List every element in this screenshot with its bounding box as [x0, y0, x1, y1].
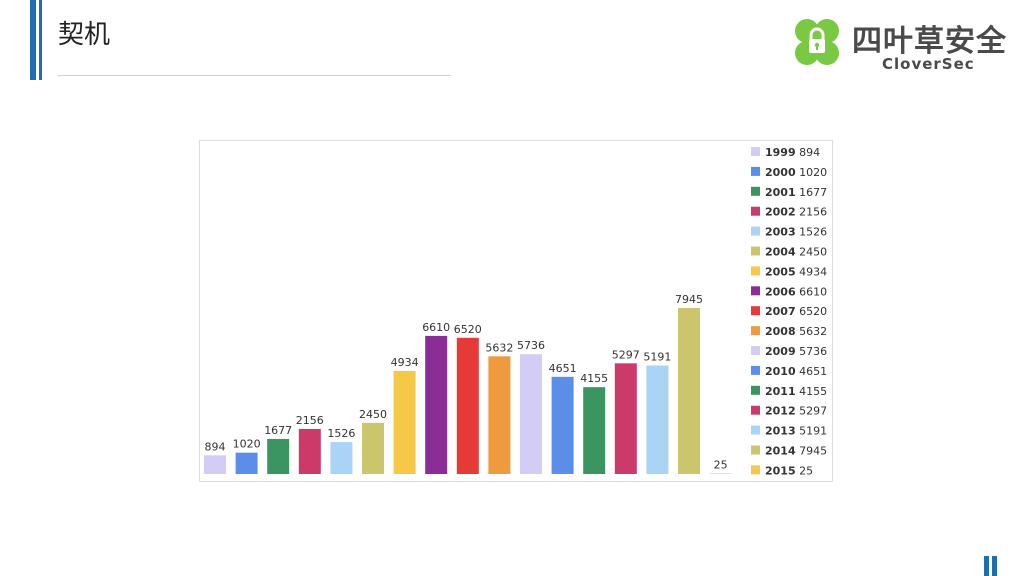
bar-2001 [267, 438, 290, 474]
legend-entry-2005: 2005 4934 [765, 265, 827, 278]
legend-swatch-2008 [751, 326, 760, 336]
data-label-2009: 5736 [517, 339, 545, 352]
page-marker-bar [984, 556, 989, 576]
legend-entry-2010: 2010 4651 [765, 365, 827, 378]
data-label-1999: 894 [205, 440, 226, 453]
legend-entry-2008: 2008 5632 [765, 325, 827, 338]
page-marker [984, 556, 1000, 576]
legend-swatch-2003 [751, 226, 760, 236]
bar-2013 [646, 365, 669, 474]
legend-entry-2000: 2000 1020 [765, 166, 827, 179]
chart-panel: 894 1020 1677 2156 1526 2450 4934 6610 6520 5632 5… [199, 140, 833, 482]
legend-entry-2007: 2007 6520 [765, 305, 827, 318]
legend-swatch-1999 [751, 147, 760, 156]
title-divider [58, 75, 451, 76]
bar-2015 [709, 473, 732, 474]
legend-entry-2006: 2006 6610 [765, 285, 827, 298]
data-label-2012: 5297 [612, 348, 640, 361]
clover-lock-icon [795, 19, 839, 65]
legend-entry-2001: 2001 1677 [765, 186, 827, 199]
accent-bar-thick [30, 0, 36, 80]
bar-1999 [204, 455, 226, 474]
data-label-2001: 1677 [264, 424, 292, 437]
data-label-2011: 4155 [580, 372, 608, 385]
bar-2009 [520, 354, 542, 474]
legend-entry-2011: 2011 4155 [765, 385, 827, 398]
data-label-2015: 25 [714, 458, 728, 471]
title-accent-bars [30, 0, 46, 80]
legend-entry-2004: 2004 2450 [765, 246, 827, 259]
legend-swatch-2014 [751, 445, 760, 455]
data-label-2004: 2450 [359, 408, 387, 421]
legend-swatch-2009 [751, 346, 760, 355]
legend-swatch-2015 [751, 465, 760, 475]
legend-swatch-2005 [751, 266, 760, 276]
bar-2010 [551, 376, 574, 474]
legend-entry-2014: 2014 7945 [765, 445, 827, 458]
legend-entry-2013: 2013 5191 [765, 425, 827, 438]
legend-entry-2012: 2012 5297 [765, 405, 827, 418]
data-label-2007: 6520 [454, 323, 482, 336]
legend-entry-2009: 2009 5736 [765, 345, 827, 358]
bar-2012 [614, 363, 637, 474]
page-title: 契机 [58, 20, 111, 50]
bar-2008 [488, 356, 511, 474]
data-label-2003: 1526 [327, 427, 355, 440]
legend-swatch-2012 [751, 405, 760, 415]
bar-2005 [393, 370, 416, 474]
data-label-2013: 5191 [643, 351, 671, 364]
legend-entry-2003: 2003 1526 [765, 226, 827, 239]
legend-swatch-2011 [751, 385, 760, 395]
legend-entry-2002: 2002 2156 [765, 206, 827, 219]
brand-name-en: CloverSec [882, 55, 975, 73]
data-label-2010: 4651 [549, 362, 577, 375]
page-marker-bar [992, 556, 997, 576]
legend-swatch-2000 [751, 166, 760, 176]
data-label-2008: 5632 [485, 341, 513, 354]
legend-swatch-2013 [751, 425, 760, 435]
legend-swatch-2006 [751, 286, 760, 296]
data-label-2006: 6610 [422, 321, 450, 334]
legend-swatch-2007 [751, 306, 760, 316]
legend-swatch-2001 [751, 186, 760, 196]
bar-2000 [235, 452, 258, 474]
data-label-2000: 1020 [233, 438, 261, 451]
bar-2007 [456, 337, 479, 474]
brand-name-cn: 四叶草安全 [852, 24, 1007, 59]
accent-bar-thin [39, 0, 42, 80]
legend-entry-1999: 1999 894 [765, 146, 820, 159]
legend-swatch-2002 [751, 206, 760, 216]
data-label-2005: 4934 [391, 356, 419, 369]
bar-2006 [425, 335, 448, 474]
legend-entry-2015: 2015 25 [765, 464, 813, 477]
legend-swatch-2010 [751, 365, 760, 375]
bar-2004 [362, 422, 384, 474]
cloversec-logo: 四叶草安全 CloverSec [784, 10, 1014, 76]
bar-2002 [298, 428, 321, 474]
bar-2011 [583, 387, 606, 474]
bar-2014 [678, 308, 700, 474]
data-label-2014: 7945 [675, 293, 703, 306]
legend-swatch-2004 [751, 246, 760, 256]
bar-2003 [330, 442, 353, 474]
data-label-2002: 2156 [296, 414, 324, 427]
